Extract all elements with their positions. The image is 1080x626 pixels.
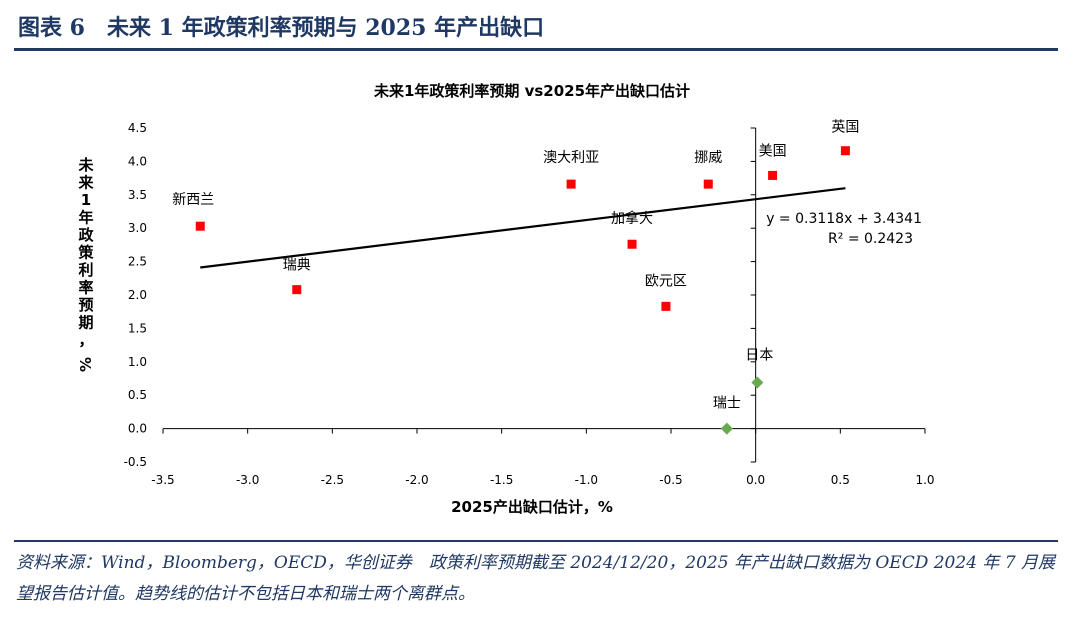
y-tick-label: 0.0 [128, 422, 147, 436]
figure-header: 图表 6 未来 1 年政策利率预期与 2025 年产出缺口 [14, 6, 1066, 48]
x-tick-label: -1.0 [575, 473, 598, 487]
x-tick-label: 1.0 [915, 473, 934, 487]
y-tick-label: 1.0 [128, 355, 147, 369]
trendline [200, 187, 846, 269]
point-加拿大 [627, 239, 637, 249]
y-tick-label: 3.0 [128, 221, 147, 235]
y-tick-label: 4.0 [128, 154, 147, 168]
point-label: 瑞士 [713, 396, 741, 412]
y-tick-label: 1.5 [128, 321, 147, 335]
scatter-chart: 未来1年政策利率预期 vs2025年产出缺口估计 2025产出缺口估计，% -3… [77, 82, 935, 516]
point-挪威 [703, 179, 713, 189]
point-label: 瑞典 [283, 258, 311, 274]
x-tick-label: -0.5 [659, 473, 682, 487]
y-tick-label: -0.5 [124, 455, 147, 469]
source-note: 资料来源：Wind，Bloomberg，OECD，华创证券 政策利率预期截至 2… [16, 553, 1056, 604]
chart-title: 未来1年政策利率预期 vs2025年产出缺口估计 [373, 82, 690, 100]
x-tick-label: -3.5 [151, 473, 174, 487]
x-axis-label: 2025产出缺口估计，% [451, 498, 613, 516]
x-tick-label: 0.5 [831, 473, 850, 487]
point-label: 新西兰 [172, 192, 214, 208]
source-divider [14, 540, 1058, 542]
point-label: 日本 [745, 348, 773, 364]
trend-r-squared: R² = 0.2423 [828, 231, 913, 247]
y-tick-label: 2.5 [128, 255, 147, 269]
point-label: 加拿大 [611, 210, 653, 227]
x-tick-label: -1.5 [490, 473, 513, 487]
y-tick-label: 0.5 [128, 388, 147, 402]
point-英国 [840, 146, 850, 156]
y-tick-label: 3.5 [128, 188, 147, 202]
trendline-group [200, 187, 846, 269]
point-label: 英国 [831, 119, 859, 136]
point-label: 美国 [759, 143, 787, 159]
point-label: 挪威 [694, 150, 722, 166]
title-divider [14, 48, 1058, 51]
x-tick-label: -2.5 [321, 473, 344, 487]
point-澳大利亚 [566, 179, 576, 189]
point-label: 欧元区 [645, 273, 687, 289]
x-tick-label: -3.0 [236, 473, 259, 487]
point-新西兰 [195, 221, 205, 231]
trend-equation: y = 0.3118x + 3.4341 [766, 211, 922, 227]
point-瑞典 [292, 285, 302, 295]
point-美国 [768, 170, 778, 180]
y-tick-label: 4.5 [128, 121, 147, 135]
point-label: 澳大利亚 [543, 150, 599, 166]
axes: -3.5 -3.0 -2.5 -2.0 -1.5 -1.0 -0.5 0.0 0.5 1.0 -0.… [77, 121, 935, 487]
point-欧元区 [661, 301, 671, 311]
figure-title: 图表 6 未来 1 年政策利率预期与 2025 年产出缺口 [18, 15, 545, 41]
point-瑞士 [720, 422, 733, 435]
y-axis-label-unit: % [77, 357, 95, 372]
point-日本 [751, 376, 764, 389]
x-tick-label: 0.0 [746, 473, 765, 487]
chart-area: 未来1年政策利率预期 vs2025年产出缺口估计 2025产出缺口估计，% -3… [0, 52, 1080, 538]
y-tick-label: 2.0 [128, 288, 147, 302]
y-axis-label: 未来 1 年政策利率预期， [77, 156, 94, 349]
x-tick-label: -2.0 [405, 473, 428, 487]
